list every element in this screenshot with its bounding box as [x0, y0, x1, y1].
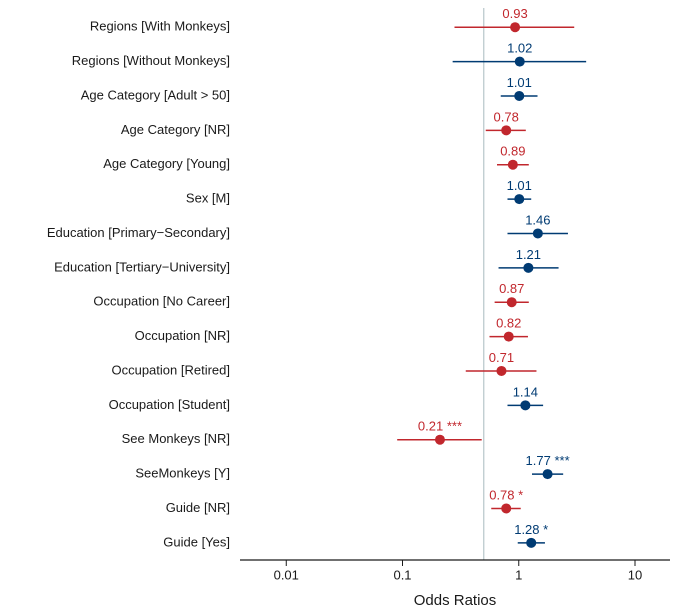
row-label: SeeMonkeys [Y]	[135, 466, 230, 481]
odds-ratio-marker	[514, 194, 524, 204]
x-tick-label: 1	[515, 568, 522, 583]
row-label: Guide [NR]	[166, 500, 230, 515]
odds-ratio-marker	[523, 263, 533, 273]
odds-ratio-marker	[507, 297, 517, 307]
odds-ratio-marker	[514, 91, 524, 101]
row-label: Education [Tertiary−University]	[54, 259, 230, 274]
odds-ratio-value: 0.87	[499, 281, 524, 296]
odds-ratio-marker	[510, 22, 520, 32]
row-label: See Monkeys [NR]	[122, 431, 230, 446]
odds-ratio-marker	[501, 125, 511, 135]
odds-ratio-value: 1.77 ***	[526, 453, 570, 468]
odds-ratio-marker	[520, 400, 530, 410]
x-axis-label: Odds Ratios	[414, 592, 497, 609]
odds-ratio-value: 0.78	[494, 109, 519, 124]
row-label: Education [Primary−Secondary]	[47, 225, 230, 240]
odds-ratio-value: 1.28 *	[514, 522, 548, 537]
odds-ratio-value: 0.93	[502, 6, 527, 21]
odds-ratio-marker	[526, 538, 536, 548]
odds-ratio-marker	[508, 160, 518, 170]
odds-ratio-value: 1.14	[513, 384, 538, 399]
x-tick-label: 0.01	[274, 568, 299, 583]
odds-ratio-marker	[435, 435, 445, 445]
odds-ratio-value: 0.71	[489, 350, 514, 365]
odds-ratio-marker	[496, 366, 506, 376]
forest-plot: Regions [With Monkeys] 0.93 Regions [Witho…	[0, 0, 685, 615]
row-label: Sex [M]	[186, 191, 230, 206]
odds-ratio-value: 0.82	[496, 316, 521, 331]
odds-ratio-value: 0.78 *	[489, 487, 523, 502]
odds-ratio-marker	[543, 469, 553, 479]
row-label: Occupation [Student]	[109, 397, 230, 412]
row-label: Guide [Yes]	[163, 534, 230, 549]
row-label: Age Category [Adult > 50]	[81, 87, 230, 102]
forest-plot-svg: Regions [With Monkeys] 0.93 Regions [Witho…	[0, 0, 685, 615]
odds-ratio-value: 0.21 ***	[418, 419, 462, 434]
row-label: Regions [Without Monkeys]	[72, 53, 230, 68]
odds-ratio-value: 1.01	[507, 75, 532, 90]
x-tick-label: 0.1	[393, 568, 411, 583]
odds-ratio-value: 1.21	[516, 247, 541, 262]
row-label: Age Category [NR]	[121, 122, 230, 137]
odds-ratio-value: 0.89	[500, 144, 525, 159]
row-label: Occupation [Retired]	[111, 362, 230, 377]
row-label: Regions [With Monkeys]	[90, 19, 230, 34]
row-label: Occupation [NR]	[135, 328, 230, 343]
odds-ratio-value: 1.02	[507, 41, 532, 56]
row-label: Age Category [Young]	[103, 156, 230, 171]
odds-ratio-value: 1.46	[525, 212, 550, 227]
odds-ratio-marker	[515, 57, 525, 67]
odds-ratio-marker	[504, 332, 514, 342]
odds-ratio-marker	[533, 228, 543, 238]
row-label: Occupation [No Career]	[93, 294, 230, 309]
x-tick-label: 10	[628, 568, 642, 583]
odds-ratio-value: 1.01	[507, 178, 532, 193]
odds-ratio-marker	[501, 503, 511, 513]
